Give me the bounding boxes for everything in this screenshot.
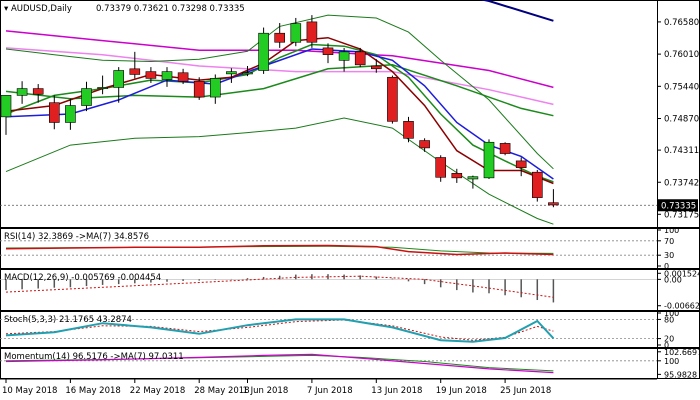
momentum-tick-label: 95.9828 <box>664 370 697 379</box>
overlay-line <box>5 47 554 106</box>
rsi-tick-label: 30 <box>664 251 674 260</box>
candle-body <box>129 68 141 75</box>
main-price-panel: 0.76580 0.76010 0.75440 0.74870 0.74311 0.737… <box>0 0 700 228</box>
overlay-line <box>5 48 554 180</box>
candle-body <box>65 105 76 123</box>
current-price-label: 0.73335 <box>661 202 696 212</box>
candle-body <box>467 176 479 180</box>
candle-body <box>322 47 334 55</box>
candle-body <box>419 140 430 149</box>
date-tick-label: 7 Jun 2018 <box>307 386 353 396</box>
candle-body <box>258 32 269 71</box>
overlay-line <box>5 64 554 117</box>
momentum-label: Momentum(14) 96.5176 ->MA(7) 97.0311 <box>4 352 184 362</box>
candle-body <box>274 32 286 43</box>
overlay-line <box>5 117 554 225</box>
main-panel-frame <box>0 0 700 228</box>
macd-tick-label: 0.001524 <box>664 269 700 278</box>
rsi-label: RSI(14) 32.3869 ->MA(7) 34.8576 <box>4 232 149 242</box>
stoch-tick-label: 0 <box>664 341 669 350</box>
price-tick-label: 0.76580 <box>664 18 699 28</box>
candle-body <box>242 72 253 75</box>
momentum-tick-label: 102.6697 <box>664 348 700 357</box>
momentum-line <box>5 353 554 374</box>
candle-body <box>354 51 366 66</box>
candle-body <box>113 70 124 88</box>
stoch-label: Stoch(5,3,3) 21.1765 43.2874 <box>4 315 132 325</box>
stoch-tick-label: 100 <box>664 309 679 318</box>
candle-body <box>451 173 463 179</box>
price-tick-label: 0.73175 <box>664 210 699 220</box>
candle-body <box>548 202 559 206</box>
stoch-tick-label: 20 <box>664 335 674 344</box>
candle-body <box>0 95 12 118</box>
stoch-k-line <box>5 318 555 343</box>
date-tick-label: 25 Jun 2018 <box>500 386 551 396</box>
date-tick-label: 28 May 2018 <box>194 386 249 396</box>
date-tick-label: 1 Jun 2018 <box>243 386 289 396</box>
price-tick-label: 0.76010 <box>664 50 699 60</box>
candle-body <box>483 141 495 179</box>
candle-body <box>515 160 527 168</box>
rsi-tick-label: 100 <box>664 226 679 235</box>
candle-body <box>226 71 237 75</box>
macd-tick-label: -0.006628 <box>664 302 700 311</box>
candle-body <box>177 72 189 82</box>
candle-body <box>531 171 543 198</box>
date-tick-label: 10 May 2018 <box>2 386 57 396</box>
date-axis: 10 May 2018 16 May 2018 22 May 2018 28 May … <box>0 378 657 396</box>
price-tick-label: 0.73742 <box>664 178 699 188</box>
instrument-label: ▾ AUDUSD,Daily <box>4 4 72 14</box>
overlay-line <box>5 14 554 170</box>
candle-body <box>370 65 382 70</box>
overlay-line <box>479 0 554 22</box>
rsi-panel: 100 70 30 0 RSI(14) 32.3869 ->MA(7) 34.8576 <box>0 226 700 271</box>
current-price-box <box>658 199 698 212</box>
candle-body <box>338 51 350 61</box>
price-tick-label: 0.75440 <box>664 82 699 92</box>
candle-body <box>97 87 108 89</box>
rsi-line <box>5 244 554 256</box>
price-tick-label: 0.74311 <box>664 146 699 156</box>
candle-body <box>16 88 28 96</box>
candle-body <box>32 88 44 95</box>
macd-tick-label: 0.00 <box>664 275 682 284</box>
rsi-tick-label: 70 <box>664 237 674 246</box>
candle-body <box>290 23 302 43</box>
candle-body <box>387 76 398 122</box>
date-tick-label: 13 Jun 2018 <box>371 386 422 396</box>
candle-body <box>435 157 447 178</box>
candle-body <box>81 88 92 106</box>
candle-body <box>145 71 157 79</box>
macd-signal-line <box>5 275 554 298</box>
candle-body <box>210 78 221 98</box>
date-tick-label: 16 May 2018 <box>65 386 120 396</box>
candle-body <box>306 21 318 43</box>
ohlc-readout: 0.73379 0.73621 0.73298 0.73335 <box>96 4 245 14</box>
price-tick-label: 0.74870 <box>664 115 699 125</box>
candle-body <box>499 143 511 154</box>
candle-body <box>161 71 173 80</box>
macd-label: MACD(12,26,9) -0.005769 -0.004454 <box>4 273 161 283</box>
date-tick-label: 22 May 2018 <box>130 386 185 396</box>
candle-body <box>48 102 60 123</box>
candle-body <box>403 121 414 139</box>
momentum-tick-label: 100 <box>664 357 679 366</box>
rsi-tick-label: 0 <box>664 262 669 271</box>
date-tick-label: 19 Jun 2018 <box>436 386 487 396</box>
stoch-tick-label: 80 <box>664 315 674 324</box>
candle-body <box>193 80 205 98</box>
overlay-line <box>5 43 554 183</box>
